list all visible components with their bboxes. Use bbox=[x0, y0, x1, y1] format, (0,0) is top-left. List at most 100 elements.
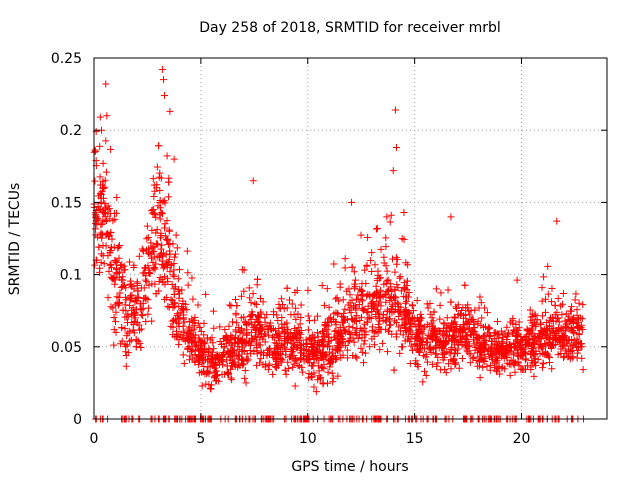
data-point bbox=[245, 284, 253, 292]
data-point bbox=[577, 340, 585, 348]
data-point bbox=[544, 262, 552, 270]
data-point bbox=[279, 301, 287, 309]
data-point bbox=[97, 221, 105, 229]
data-point bbox=[483, 309, 491, 317]
data-point bbox=[400, 235, 408, 243]
data-point bbox=[137, 284, 145, 292]
data-point bbox=[392, 253, 400, 261]
data-point bbox=[571, 296, 579, 304]
data-point bbox=[135, 321, 143, 329]
data-point bbox=[297, 301, 305, 309]
data-point bbox=[440, 320, 448, 328]
data-point bbox=[397, 327, 405, 335]
data-point bbox=[159, 264, 167, 272]
data-point bbox=[185, 329, 193, 337]
data-point bbox=[156, 211, 164, 219]
y-tick-label: 0.2 bbox=[60, 123, 82, 139]
data-point bbox=[490, 329, 498, 337]
data-point bbox=[110, 341, 118, 349]
data-point bbox=[334, 347, 342, 355]
data-point bbox=[372, 282, 380, 290]
data-point bbox=[333, 341, 341, 349]
data-point bbox=[396, 349, 404, 357]
data-point bbox=[486, 333, 494, 341]
data-point bbox=[555, 336, 563, 344]
data-point bbox=[261, 338, 269, 346]
data-point bbox=[149, 264, 157, 272]
data-point bbox=[375, 315, 383, 323]
data-point bbox=[386, 218, 394, 226]
data-point bbox=[91, 177, 99, 185]
data-point bbox=[319, 341, 327, 349]
data-point bbox=[554, 351, 562, 359]
data-point bbox=[358, 287, 366, 295]
data-point bbox=[221, 326, 229, 334]
data-point bbox=[310, 348, 318, 356]
data-point bbox=[377, 245, 385, 253]
data-point bbox=[324, 368, 332, 376]
data-point bbox=[499, 339, 507, 347]
data-point bbox=[394, 284, 402, 292]
data-point bbox=[152, 290, 160, 298]
data-point bbox=[148, 207, 156, 215]
data-point bbox=[452, 305, 460, 313]
data-point bbox=[169, 240, 177, 248]
data-point bbox=[222, 339, 230, 347]
data-point bbox=[408, 346, 416, 354]
data-point bbox=[537, 341, 545, 349]
data-point bbox=[449, 356, 457, 364]
data-point bbox=[141, 276, 149, 284]
data-point bbox=[354, 335, 362, 343]
data-point bbox=[126, 302, 134, 310]
data-point bbox=[323, 285, 331, 293]
data-point bbox=[122, 296, 130, 304]
data-point bbox=[408, 331, 416, 339]
data-point bbox=[413, 342, 421, 350]
data-point bbox=[189, 295, 197, 303]
data-point bbox=[575, 299, 583, 307]
data-point bbox=[579, 301, 587, 309]
x-axis-label: GPS time / hours bbox=[291, 459, 408, 475]
data-point bbox=[254, 312, 262, 320]
data-point bbox=[405, 327, 413, 335]
data-point bbox=[477, 341, 485, 349]
data-point bbox=[573, 311, 581, 319]
data-point bbox=[477, 299, 485, 307]
data-point bbox=[238, 266, 246, 274]
data-point bbox=[559, 290, 567, 298]
data-point bbox=[113, 270, 121, 278]
data-point bbox=[372, 327, 380, 335]
x-tick-label: 10 bbox=[299, 431, 317, 447]
data-point bbox=[296, 328, 304, 336]
data-point bbox=[388, 255, 396, 263]
data-point bbox=[299, 368, 307, 376]
data-point bbox=[551, 301, 559, 309]
data-point bbox=[290, 360, 298, 368]
data-point bbox=[123, 341, 131, 349]
data-point bbox=[415, 318, 423, 326]
data-point bbox=[152, 240, 160, 248]
data-point bbox=[337, 340, 345, 348]
data-point bbox=[364, 290, 372, 298]
data-point bbox=[579, 326, 587, 334]
data-point bbox=[173, 333, 181, 341]
data-point bbox=[476, 334, 484, 342]
data-point bbox=[291, 325, 299, 333]
data-point bbox=[114, 244, 122, 252]
data-point bbox=[351, 276, 359, 284]
data-point bbox=[102, 137, 110, 145]
data-point bbox=[457, 312, 465, 320]
data-point bbox=[178, 286, 186, 294]
data-point bbox=[357, 313, 365, 321]
data-point bbox=[216, 323, 224, 331]
data-point-peak bbox=[392, 144, 400, 152]
data-point bbox=[145, 281, 153, 289]
data-point bbox=[297, 313, 305, 321]
data-point bbox=[405, 315, 413, 323]
data-point bbox=[144, 310, 152, 318]
data-point bbox=[278, 320, 286, 328]
data-point bbox=[504, 345, 512, 353]
data-point bbox=[266, 319, 274, 327]
data-point bbox=[333, 310, 341, 318]
data-point bbox=[174, 310, 182, 318]
